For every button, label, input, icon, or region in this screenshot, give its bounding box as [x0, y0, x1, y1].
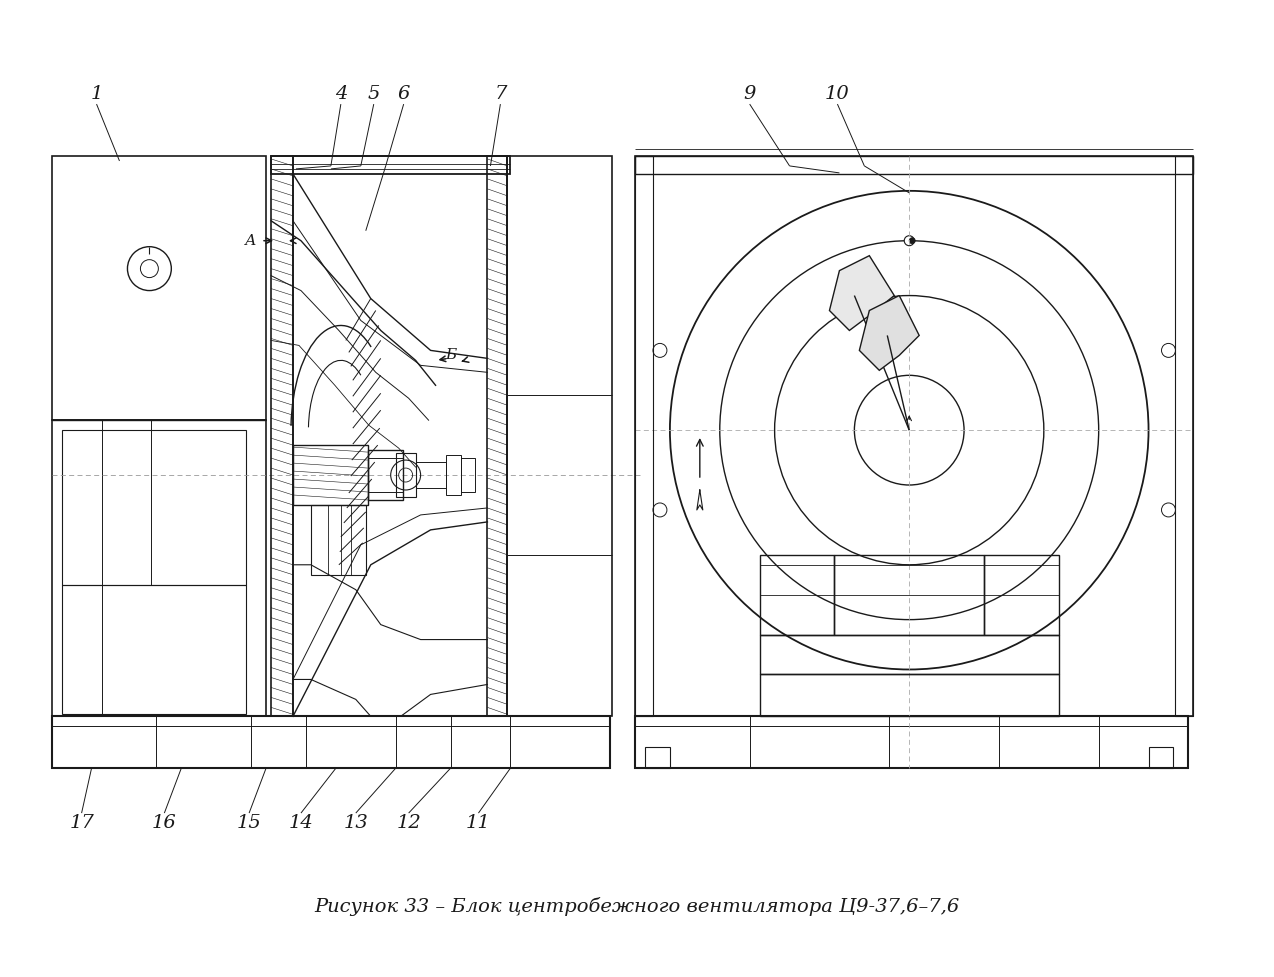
Text: 15: 15	[237, 814, 261, 832]
Text: 1: 1	[90, 85, 103, 104]
Bar	[634, 156, 1194, 716]
Bar	[759, 555, 834, 635]
Circle shape	[905, 235, 915, 245]
Bar	[396, 453, 415, 497]
Text: 13: 13	[344, 814, 368, 832]
Text: 7: 7	[494, 85, 507, 104]
Bar	[293, 156, 507, 716]
Text: 5: 5	[368, 85, 380, 104]
Bar	[368, 450, 403, 500]
Text: 12: 12	[396, 814, 420, 832]
Bar	[61, 430, 246, 584]
Text: 6: 6	[397, 85, 410, 104]
Bar	[834, 555, 984, 635]
Bar	[271, 156, 511, 174]
Polygon shape	[829, 256, 894, 330]
Bar	[634, 716, 1189, 768]
Bar	[460, 458, 475, 492]
Bar	[52, 716, 610, 768]
Bar	[984, 555, 1059, 635]
Bar	[507, 156, 612, 716]
Text: 11: 11	[466, 814, 490, 832]
Bar	[52, 420, 266, 716]
Bar	[645, 747, 670, 768]
Text: 17: 17	[69, 814, 94, 832]
Circle shape	[910, 237, 915, 243]
Bar	[271, 156, 293, 716]
Bar	[446, 455, 460, 495]
Bar	[1149, 747, 1173, 768]
Bar	[293, 446, 368, 505]
Text: 9: 9	[744, 85, 755, 104]
Bar	[415, 462, 446, 488]
Bar	[488, 156, 507, 716]
Text: 4: 4	[335, 85, 347, 104]
Text: 14: 14	[289, 814, 313, 832]
Polygon shape	[860, 296, 920, 370]
Bar	[759, 635, 1059, 674]
Bar	[634, 156, 1194, 174]
Bar	[311, 505, 366, 574]
Bar	[61, 584, 246, 714]
Text: Рисунок 33 – Блок центробежного вентилятора Ц9-37,6–7,6: Рисунок 33 – Блок центробежного вентилят…	[315, 897, 959, 916]
Text: 16: 16	[152, 814, 177, 832]
Bar	[368, 458, 403, 492]
Bar	[759, 674, 1059, 716]
Text: А: А	[245, 234, 256, 248]
Text: Б: Б	[445, 349, 456, 362]
Text: 10: 10	[826, 85, 850, 104]
Bar	[634, 156, 654, 716]
Bar	[1176, 156, 1194, 716]
Bar	[52, 156, 266, 420]
